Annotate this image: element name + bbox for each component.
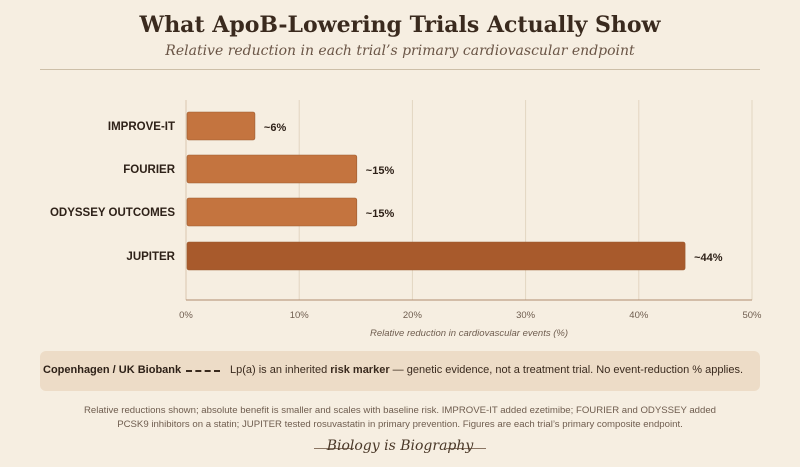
x-axis-title: Relative reduction in cardiovascular eve… (370, 328, 568, 339)
note-text-after: — genetic evidence, not a treatment tria… (389, 364, 744, 376)
bar (186, 154, 358, 184)
x-tick-label: 10% (290, 310, 310, 321)
footnote: Relative reductions shown; absolute bene… (83, 405, 717, 430)
lpa-note-box: Copenhagen / UK Biobank Lp(a) is an inhe… (40, 351, 760, 391)
data-label: ~6% (264, 122, 287, 134)
x-tick-label: 20% (403, 310, 423, 321)
category-label: ODYSSEY OUTCOMES (50, 207, 175, 219)
x-tick-label: 0% (179, 310, 193, 321)
signature: Biology is Biography (326, 438, 474, 454)
data-label: ~15% (366, 208, 395, 220)
dashed-line-marker (186, 370, 220, 372)
note-text-before: Lp(a) is an inherited (230, 364, 331, 376)
note-text-bold: risk marker (330, 364, 390, 376)
note-text: Lp(a) is an inherited risk marker — gene… (230, 364, 743, 376)
bar (186, 111, 256, 141)
chart-subtitle: Relative reduction in each trial’s prima… (165, 43, 635, 59)
signature-rule-right (446, 448, 486, 449)
chart-title: What ApoB-Lowering Trials Actually Show (139, 12, 661, 38)
x-tick-label: 40% (629, 310, 649, 321)
category-label: JUPITER (126, 251, 175, 263)
title-divider (40, 69, 760, 70)
x-tick-label: 50% (742, 310, 762, 321)
x-tick-label: 30% (516, 310, 536, 321)
category-label: IMPROVE-IT (108, 121, 175, 133)
bar (186, 241, 686, 271)
bar-chart: 0% 10% 20% 30% 40% 50% IMPROVE-IT ~6% FOURIER ~15… (50, 100, 762, 339)
data-label: ~15% (366, 165, 395, 177)
signature-rule-left (314, 448, 354, 449)
category-label: FOURIER (123, 164, 175, 176)
bar (186, 197, 358, 227)
note-source-label: Copenhagen / UK Biobank (43, 364, 182, 376)
data-label: ~44% (694, 252, 723, 264)
